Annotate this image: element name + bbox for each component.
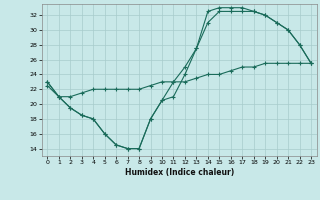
X-axis label: Humidex (Indice chaleur): Humidex (Indice chaleur)	[124, 168, 234, 177]
